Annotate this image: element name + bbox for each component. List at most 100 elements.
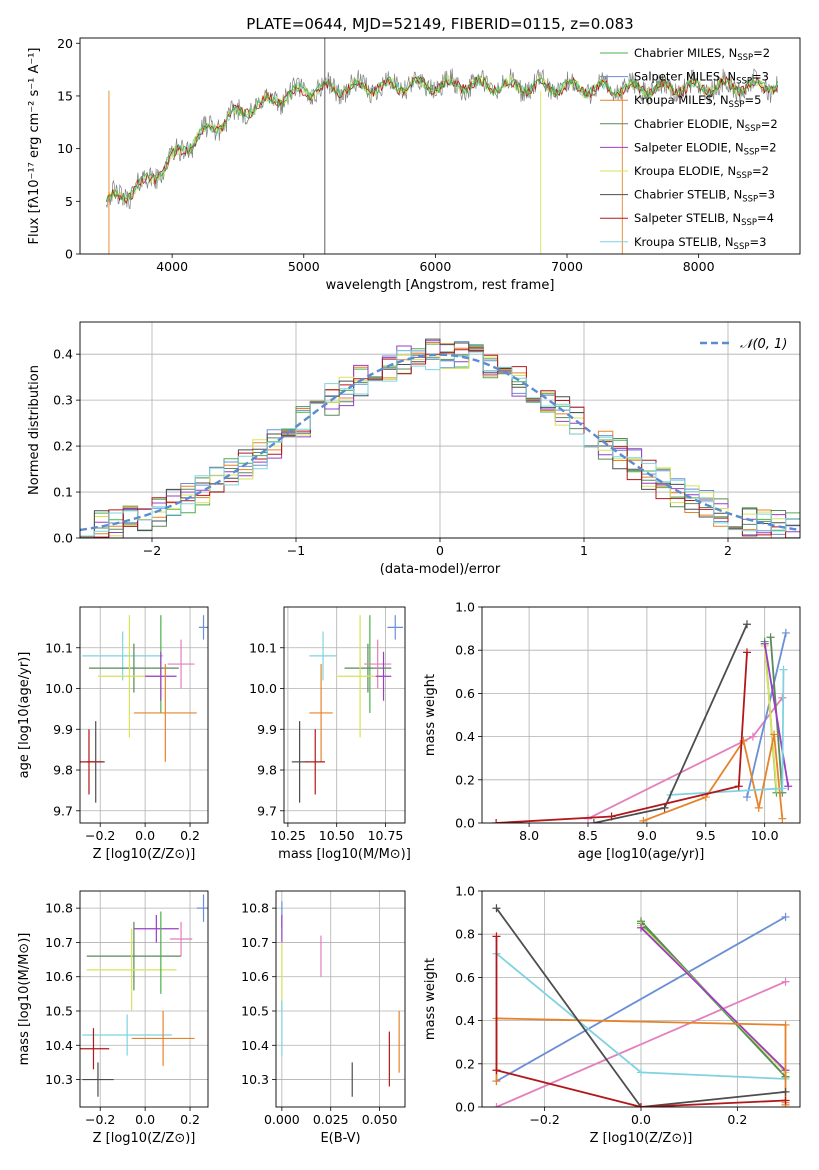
weight-series [760, 639, 793, 791]
weight-marker [781, 1020, 790, 1029]
model-spectrum [105, 75, 778, 205]
errorbar-point [364, 639, 392, 689]
x-axis-label: Z [log10(Z/Z⊙)] [93, 847, 196, 862]
x-tick-label: 8000 [683, 259, 715, 274]
errorbar-point [82, 1014, 173, 1056]
x-axis-label: age [log10(age/yr)] [578, 847, 705, 862]
weight-series-line [495, 907, 786, 1107]
errorbar-point [167, 639, 195, 689]
weight-series-line [496, 980, 786, 1107]
weight-marker [734, 782, 743, 791]
legend-label: Kroupa MILES, NSSP=5 [634, 93, 761, 110]
x-tick-label: 10.0 [751, 828, 779, 843]
axes-border [79, 890, 209, 1108]
y-tick-label: 10.6 [241, 969, 269, 984]
weight-series-line [496, 916, 786, 1082]
y-axis-label: mass [log10(M/M⊙)] [17, 933, 32, 1066]
x-tick-label: 10.25 [270, 828, 306, 843]
weight-series [639, 730, 787, 823]
legend-label: Salpeter ELODIE, NSSP=2 [634, 140, 777, 157]
mass-vs-ebv-panel: 0.000 0.025 0.050 10.3 10.4 10.5 10.6 10.7 10.8 E… [241, 890, 406, 1146]
y-tick-label: 10.0 [45, 681, 73, 696]
y-tick-label: 10.8 [241, 901, 269, 916]
plot-area [105, 38, 778, 254]
weight-marker [781, 628, 790, 637]
x-tick-label: 0.0 [135, 828, 155, 843]
errorbar-point [145, 651, 177, 701]
legend-item: Chabrier ELODIE, NSSP=2 [600, 117, 778, 134]
age-vs-metallicity-panel: −0.2 0.0 0.2 9.7 9.8 9.9 10.0 10.1 Z [log10(Z/Z⊙… [17, 606, 209, 862]
y-tick-label: 10.5 [241, 1004, 269, 1019]
plot-area [291, 615, 404, 803]
x-axis-label: (data-model)/error [380, 562, 501, 577]
errorbar-point [80, 1028, 110, 1070]
y-tick-label: 0.0 [455, 816, 475, 831]
y-tick-label: 0.4 [53, 347, 73, 362]
plot-area [80, 894, 208, 1097]
errorbar-point [344, 643, 392, 693]
y-tick-label: 10.4 [45, 1038, 73, 1053]
y-tick-label: 5 [65, 194, 73, 209]
axes-border [79, 37, 801, 255]
weight-marker [781, 977, 790, 986]
x-tick-label: 0.0 [631, 1112, 651, 1127]
errorbar-point [169, 921, 193, 957]
weight-series [589, 620, 751, 823]
y-tick-label: 0.2 [455, 1056, 475, 1071]
weight-marker [589, 819, 598, 823]
y-tick-label: 10.3 [45, 1072, 73, 1087]
y-tick-label: 10.3 [241, 1072, 269, 1087]
x-tick-label: 0.000 [264, 1112, 300, 1127]
weight-marker [743, 793, 751, 802]
y-tick-label: 10.7 [45, 935, 73, 950]
weight-marker [637, 923, 645, 932]
y-tick-label: 10.1 [249, 640, 277, 655]
y-tick-label: 0.8 [455, 927, 475, 942]
gaussian-reference-curve [80, 353, 800, 532]
y-tick-label: 9.8 [53, 763, 73, 778]
legend-label: Chabrier ELODIE, NSSP=2 [634, 117, 778, 134]
errorbar-point [387, 615, 404, 640]
weight-marker [492, 1066, 501, 1075]
y-tick-label: 0 [65, 247, 73, 262]
weight-marker [743, 648, 751, 657]
axes-border [79, 606, 209, 824]
errorbar-point [133, 915, 179, 943]
weight-marker [778, 784, 787, 793]
x-axis-label: mass [log10(M/M⊙)] [278, 847, 411, 862]
y-axis-label: Normed distribution [27, 365, 42, 495]
axes-frame: −0.2 0.0 0.2 10.3 10.4 10.5 10.6 10.7 10.8 Z [log… [17, 890, 209, 1146]
x-tick-label: 9.5 [696, 828, 716, 843]
weight-series-line [643, 734, 784, 822]
weight-marker [492, 1103, 501, 1107]
observed-spectrum [105, 68, 778, 209]
weight-series-line [495, 936, 786, 1107]
weight-series-line [640, 927, 787, 1071]
y-tick-label: 9.8 [257, 763, 277, 778]
axes-frame: −2 −1 0 1 2 0.0 0.1 0.2 0.3 0.4 (data-model)/error… [27, 321, 801, 577]
weight-marker [766, 633, 775, 642]
errorbar-point [291, 721, 308, 803]
x-axis-label: Z [log10(Z/Z⊙)] [590, 1131, 693, 1146]
x-tick-label: 0.2 [180, 1112, 200, 1127]
y-tick-label: 0.8 [455, 643, 475, 658]
figure-title: PLATE=0644, MJD=52149, FIBERID=0115, z=0… [246, 15, 633, 33]
y-tick-label: 0.4 [455, 1013, 475, 1028]
y-tick-label: 9.7 [53, 803, 73, 818]
x-tick-label: 10.75 [368, 828, 404, 843]
residual-histogram-panel: −2 −1 0 1 2 0.0 0.1 0.2 0.3 0.4 (data-model)/error… [27, 321, 801, 577]
errorbar-point [199, 615, 208, 640]
y-tick-label: 0.2 [53, 439, 73, 454]
weight-series-line [746, 632, 787, 798]
plot-area [80, 615, 208, 803]
x-tick-label: −1 [287, 543, 305, 558]
errorbar-point [196, 894, 208, 922]
x-tick-label: 0.2 [727, 1112, 747, 1127]
weight-series-line [763, 645, 778, 789]
errorbar-point [131, 1011, 195, 1066]
weight-vs-metallicity-panel: −0.2 0.0 0.2 0.0 0.2 0.4 0.6 0.8 1.0 Z [log10(Z/Z… [423, 884, 801, 1146]
model-spectrum [105, 75, 778, 202]
x-tick-label: 0.2 [180, 828, 200, 843]
weight-marker [639, 816, 648, 823]
